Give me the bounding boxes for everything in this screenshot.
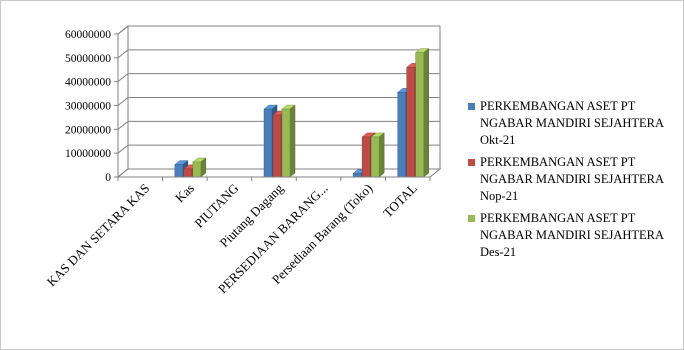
y-tick-label: 40000000: [65, 77, 111, 89]
legend-item: PERKEMBANGAN ASET PT NGABAR MANDIRI SEJA…: [468, 154, 680, 205]
y-axis-ticks: 0 10000000 20000000 30000000 40000000 5000000…: [65, 29, 118, 184]
bar: [415, 48, 430, 178]
gridline-depth: [117, 144, 129, 154]
gridline-depth: [117, 49, 129, 59]
bar-front-face: [272, 114, 282, 178]
y-tick-label: 10000000: [65, 148, 111, 160]
chart-legend: PERKEMBANGAN ASET PT NGABAR MANDIRI SEJA…: [468, 98, 680, 266]
legend-swatch: [468, 215, 475, 222]
bar-front-face: [183, 168, 193, 178]
gridline-depth: [117, 97, 129, 106]
bar-side-face: [378, 132, 385, 178]
x-tick-label: KAS DAN SETARA KAS: [44, 181, 153, 290]
y-tick-label: 60000000: [65, 29, 111, 41]
bar-front-face: [361, 136, 371, 178]
legend-label: PERKEMBANGAN ASET PT NGABAR MANDIRI SEJA…: [480, 155, 664, 203]
y-tick-label: 30000000: [65, 101, 111, 113]
y-tick-label: 0: [105, 172, 111, 184]
y-tick-label: 20000000: [65, 124, 111, 136]
legend-label: PERKEMBANGAN ASET PT NGABAR MANDIRI SEJA…: [480, 211, 664, 259]
bar: [192, 157, 207, 178]
legend-swatch: [468, 103, 475, 110]
bar-front-face: [352, 173, 362, 178]
bar-front-face: [174, 164, 184, 178]
bar-front-face: [406, 67, 415, 178]
bar: [370, 132, 385, 178]
legend-item: PERKEMBANGAN ASET PT NGABAR MANDIRI SEJA…: [468, 98, 680, 149]
gridline-depth: [117, 73, 129, 83]
bar-side-face: [289, 104, 296, 178]
gridline-depth: [117, 120, 129, 130]
bar: [281, 104, 296, 178]
legend-swatch: [468, 159, 475, 166]
legend-item: PERKEMBANGAN ASET PT NGABAR MANDIRI SEJA…: [468, 210, 680, 261]
y-tick-label: 50000000: [65, 53, 111, 65]
x-tick-label: Kas: [172, 181, 197, 206]
bar-front-face: [397, 92, 406, 178]
chart-bars: [174, 48, 430, 178]
bar-front-face: [370, 136, 380, 178]
bar-front-face: [415, 52, 424, 178]
bar-front-face: [192, 161, 202, 178]
gridline-depth: [117, 25, 129, 35]
bar-side-face: [423, 48, 429, 178]
legend-label: PERKEMBANGAN ASET PT NGABAR MANDIRI SEJA…: [480, 99, 664, 147]
bar-front-face: [281, 108, 291, 178]
x-tick-label: TOTAL: [380, 180, 420, 220]
bar-front-face: [263, 108, 273, 178]
